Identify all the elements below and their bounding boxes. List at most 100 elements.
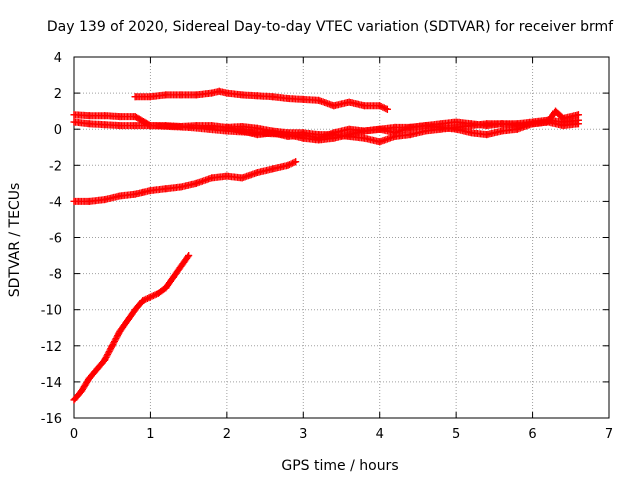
data-point	[116, 192, 124, 200]
data-point	[360, 102, 368, 110]
data-point	[162, 91, 170, 99]
data-point	[391, 129, 399, 137]
x-tick-label: 7	[605, 427, 613, 442]
data-point	[376, 102, 384, 110]
data-point	[422, 122, 430, 130]
data-point	[360, 134, 368, 142]
data-point	[223, 123, 231, 131]
data-point	[383, 105, 391, 113]
data-point	[284, 132, 292, 140]
data-point	[101, 121, 109, 129]
y-tick-label: -16	[41, 412, 62, 427]
data-point	[169, 273, 177, 281]
data-point	[85, 112, 93, 120]
data-point	[101, 196, 109, 204]
series-track-2	[70, 158, 300, 205]
data-point	[85, 197, 93, 205]
x-tick-label: 1	[146, 427, 154, 442]
data-point	[93, 365, 101, 373]
data-point	[131, 190, 139, 198]
data-point	[70, 118, 78, 126]
data-point	[208, 174, 216, 182]
data-point	[544, 118, 552, 126]
chart-title: Day 139 of 2020, Sidereal Day-to-day VTE…	[47, 19, 614, 35]
data-point	[315, 134, 323, 142]
data-point	[116, 113, 124, 121]
data-point	[238, 127, 246, 135]
y-axis-label: SDTVAR / TECUs	[7, 183, 23, 298]
data-point	[208, 89, 216, 97]
data-point	[101, 356, 109, 364]
data-point	[552, 107, 559, 115]
data-point	[253, 92, 261, 100]
data-point	[483, 122, 491, 130]
data-point	[223, 172, 231, 180]
data-point	[437, 123, 445, 131]
x-tick-label: 4	[376, 427, 384, 442]
y-tick-label: 2	[54, 87, 62, 102]
data-point	[162, 284, 170, 292]
data-point	[162, 185, 170, 193]
data-point	[215, 87, 223, 95]
data-point	[85, 374, 93, 382]
x-tick-label: 3	[299, 427, 307, 442]
y-tick-label: -14	[41, 376, 62, 391]
data-point	[146, 187, 154, 195]
x-tick-label: 2	[223, 427, 231, 442]
data-point	[85, 120, 93, 128]
data-point	[269, 93, 277, 101]
data-point	[315, 96, 323, 104]
data-point	[124, 317, 131, 325]
data-point	[146, 93, 154, 101]
data-point	[185, 252, 193, 260]
data-points	[70, 87, 582, 404]
series-track-3	[131, 87, 391, 113]
data-point	[70, 396, 78, 404]
data-point	[131, 113, 139, 121]
data-point	[116, 327, 124, 335]
data-point	[177, 91, 185, 99]
series-track-1	[70, 252, 193, 404]
data-point	[238, 174, 246, 182]
y-tick-labels: 4 2 0 -2 -4 -6 -8 -10 -12 -14 -16	[41, 51, 62, 427]
data-point	[330, 102, 338, 110]
data-point	[559, 114, 567, 122]
data-point	[376, 138, 384, 146]
data-point	[498, 127, 506, 135]
data-point	[177, 262, 185, 270]
data-point	[131, 122, 139, 130]
data-point	[292, 158, 300, 166]
data-point	[345, 98, 353, 106]
grid-lines	[74, 57, 609, 418]
data-point	[154, 289, 162, 297]
data-point	[269, 129, 277, 137]
data-point	[406, 123, 414, 131]
data-point	[284, 95, 292, 103]
data-point	[452, 118, 460, 126]
x-tick-label: 0	[70, 427, 78, 442]
y-tick-label: 0	[54, 123, 62, 138]
data-point	[238, 91, 246, 99]
data-point	[559, 122, 567, 130]
data-point	[185, 123, 193, 131]
x-tick-label: 6	[528, 427, 536, 442]
data-point	[299, 131, 307, 139]
data-point	[483, 131, 491, 139]
data-point	[253, 131, 261, 139]
y-tick-label: -6	[49, 232, 62, 247]
data-point	[139, 188, 147, 196]
series-markers	[131, 87, 391, 113]
data-point	[223, 89, 231, 97]
data-point	[177, 183, 185, 191]
y-tick-label: -8	[49, 268, 62, 283]
data-point	[131, 93, 139, 101]
data-point	[299, 95, 307, 103]
data-point	[78, 387, 86, 395]
data-point	[208, 122, 216, 130]
y-tick-label: -10	[41, 304, 62, 319]
data-point	[467, 129, 475, 137]
data-point	[192, 179, 200, 187]
x-tick-labels: 0 1 2 3 4 5 6 7	[70, 427, 613, 442]
data-point	[406, 131, 414, 139]
